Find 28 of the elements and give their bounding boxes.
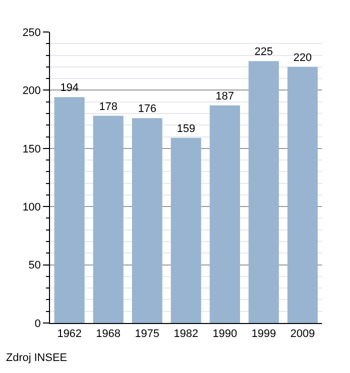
- bar: [210, 105, 240, 323]
- data-label: 159: [176, 122, 196, 135]
- y-tick-label: 100: [22, 201, 41, 214]
- y-tick-label: 200: [22, 85, 41, 98]
- x-tick-label: 1975: [134, 328, 160, 340]
- data-label: 194: [60, 82, 79, 94]
- x-tick-label: 1990: [212, 328, 238, 340]
- x-tick-label: 1962: [57, 328, 82, 340]
- y-tick-label: 50: [28, 260, 41, 272]
- bar: [287, 66, 318, 323]
- y-tick-label: 150: [22, 143, 41, 156]
- x-tick-label: 1968: [96, 328, 121, 340]
- x-tick-label: 2009: [290, 328, 315, 340]
- data-label: 176: [138, 103, 156, 116]
- x-tick-label: 1982: [174, 328, 198, 340]
- bar: [132, 118, 162, 323]
- text: Zdroj INSEE: [6, 352, 68, 364]
- bar: [248, 61, 279, 323]
- y-tick-label: 250: [22, 26, 41, 39]
- y-tick-label: 0: [34, 318, 41, 330]
- data-label: 178: [99, 100, 118, 113]
- x-tick-label: 1999: [251, 328, 276, 340]
- data-label: 220: [293, 52, 312, 64]
- data-label: 187: [216, 90, 234, 102]
- bar: [54, 97, 85, 323]
- data-label: 225: [254, 46, 273, 58]
- bar: [93, 116, 124, 323]
- bar: [170, 138, 202, 323]
